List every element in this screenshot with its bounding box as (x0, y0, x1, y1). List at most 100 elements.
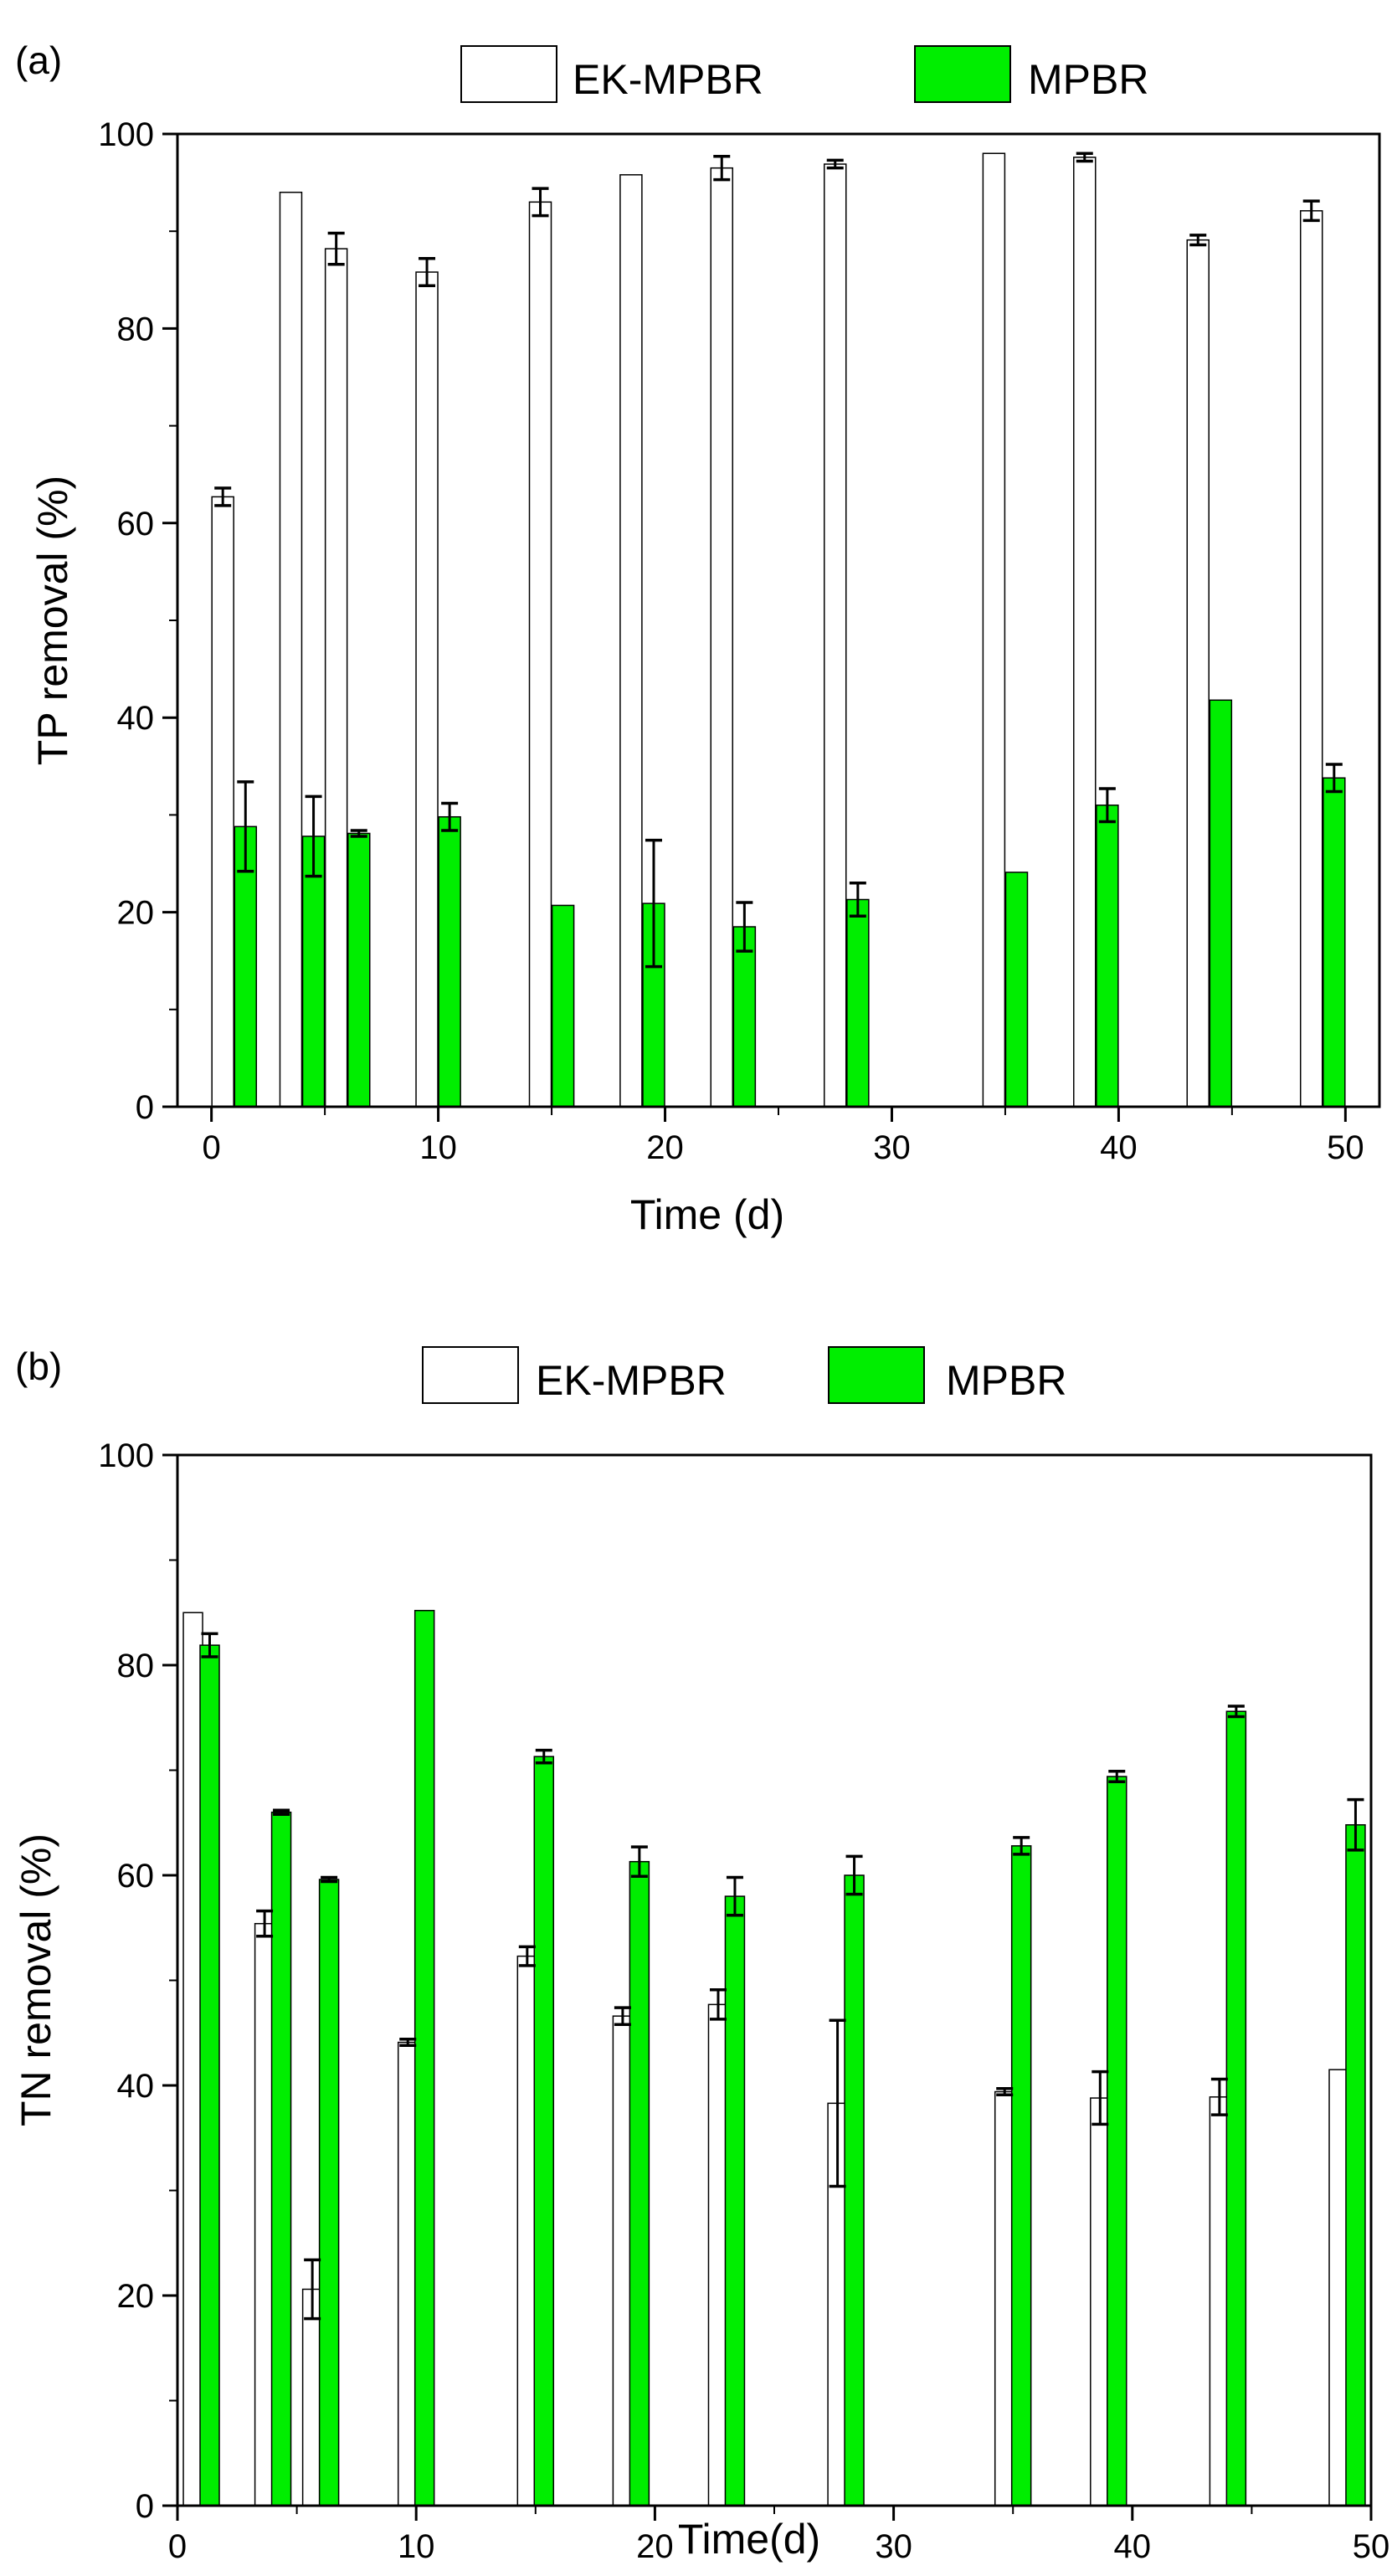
ek-mpbr-bar (324, 248, 348, 1108)
mpbr-bar (1323, 777, 1346, 1108)
mpbr-error-bar (630, 1845, 648, 1879)
ek-mpbr-error-bar (532, 187, 549, 218)
mpbr-bar (1209, 699, 1233, 1108)
ek-mpbr-bar (619, 174, 643, 1108)
mpbr-error-bar (305, 794, 322, 878)
mpbr-bar (1107, 1776, 1127, 2507)
legend-label-ek-mpbr: EK-MPBR (573, 56, 763, 103)
mpbr-error-bar (441, 801, 459, 832)
y-tick-label: 60 (117, 1858, 155, 1895)
ek-mpbr-bar (211, 496, 234, 1108)
mpbr-error-bar (645, 838, 662, 969)
mpbr-bar (551, 904, 575, 1108)
legend-swatch-ek-mpbr (460, 45, 557, 103)
ek-mpbr-bar (415, 271, 439, 1108)
y-tick-label: 20 (117, 2278, 155, 2315)
mpbr-error-bar (201, 1632, 218, 1658)
ek-mpbr-error-bar (829, 2018, 846, 2188)
mpbr-error-bar (1098, 787, 1116, 824)
y-tick-label: 40 (117, 2068, 155, 2105)
mpbr-error-bar (1227, 1704, 1245, 1719)
y-tick-label: 0 (136, 1089, 154, 1126)
ek-mpbr-error-bar (996, 2087, 1014, 2097)
mpbr-error-bar (1013, 1836, 1030, 1856)
y-tick-label: 0 (136, 2488, 154, 2525)
ek-mpbr-bar (823, 163, 847, 1108)
x-tick-label: 40 (1114, 2528, 1152, 2565)
mpbr-bar (1345, 1824, 1366, 2507)
y-axis-title: TN removal (%) (13, 1833, 59, 2126)
ek-mpbr-bar (982, 152, 1006, 1108)
ek-mpbr-error-bar (419, 256, 436, 288)
mpbr-bar (846, 898, 870, 1108)
x-axis-title: Time(d) (678, 2516, 820, 2563)
error-bars (201, 1632, 1364, 2321)
y-tick-label: 80 (117, 311, 155, 347)
panel-label: (b) (15, 1345, 62, 1388)
mpbr-error-bar (350, 829, 367, 838)
mpbr-bar (347, 832, 371, 1108)
mpbr-error-bar (1347, 1797, 1364, 1852)
mpbr-bar (1225, 1710, 1247, 2507)
mpbr-bar (724, 1895, 746, 2507)
x-tick-label: 50 (1327, 1129, 1364, 1166)
ek-mpbr-error-bar (709, 1988, 727, 2021)
mpbr-bar (438, 815, 461, 1108)
ek-mpbr-bar (279, 191, 303, 1108)
x-axis-title: Time (d) (630, 1191, 784, 1238)
ek-mpbr-error-bar (214, 486, 232, 507)
mpbr-bar (533, 1756, 555, 2507)
x-tick-label: 30 (873, 1129, 911, 1166)
ek-mpbr-error-bar (304, 2258, 321, 2321)
y-axis-title: TP removal (%) (29, 476, 76, 765)
y-tick-label: 40 (117, 700, 155, 737)
mpbr-bar (1010, 1845, 1032, 2507)
y-tick-label: 100 (98, 1437, 154, 1474)
mpbr-bar (1096, 805, 1119, 1108)
ek-mpbr-bar (528, 201, 552, 1108)
mpbr-bar (413, 1609, 435, 2507)
x-tick-label: 10 (398, 2528, 435, 2565)
x-tick-label: 0 (203, 1129, 221, 1166)
ek-mpbr-bar (1186, 239, 1210, 1108)
legend-label-mpbr: MPBR (946, 1357, 1066, 1404)
ek-mpbr-bar (710, 167, 734, 1108)
mpbr-error-bar (273, 1808, 290, 1816)
x-tick-label: 40 (1100, 1129, 1138, 1166)
y-tick-label: 60 (117, 506, 155, 542)
ek-mpbr-error-bar (1076, 152, 1093, 163)
panel-b-tn-removal: (b) EK-MPBR MPBR 0 10 20 30 40 50 0 20 40 60 80 100… (13, 1345, 1389, 2565)
ek-mpbr-error-bar (1092, 2070, 1109, 2126)
x-tick-label: 10 (419, 1129, 457, 1166)
x-tick-label: 20 (646, 1129, 684, 1166)
axis-ticks: 0 10 20 30 40 50 0 20 40 60 80 100 (98, 116, 1364, 1166)
x-tick-label: 0 (168, 2528, 187, 2565)
mpbr-bar (1004, 872, 1029, 1108)
ek-mpbr-error-bar (327, 231, 345, 266)
legend-swatch-ek-mpbr (422, 1346, 519, 1404)
mpbr-error-bar (845, 1854, 863, 1896)
ek-mpbr-error-bar (1189, 234, 1207, 247)
y-tick-label: 100 (98, 116, 154, 153)
plot-frame (176, 1453, 1373, 2507)
error-bars (214, 152, 1343, 969)
x-tick-label: 20 (636, 2528, 674, 2565)
ek-mpbr-error-bar (518, 1945, 536, 1967)
panel-label: (a) (15, 39, 62, 82)
ek-mpbr-bar (1073, 157, 1097, 1108)
bars (211, 152, 1346, 1108)
panel-a-tp-removal: (a) EK-MPBR MPBR 0 10 20 30 40 50 0 20 40 60 80 100… (15, 39, 1381, 1238)
ek-mpbr-error-bar (614, 2006, 631, 2026)
legend-swatch-mpbr (914, 45, 1011, 103)
mpbr-error-bar (237, 780, 254, 873)
ek-mpbr-error-bar (713, 154, 731, 182)
mpbr-bar (629, 1860, 650, 2507)
ek-mpbr-error-bar (256, 1909, 274, 1938)
plot-frame (176, 132, 1381, 1108)
mpbr-bar (301, 836, 326, 1108)
axis-ticks: 0 10 20 30 40 50 0 20 40 60 80 100 (98, 1437, 1389, 2565)
mpbr-error-bar (321, 1875, 338, 1884)
ek-mpbr-error-bar (826, 158, 844, 170)
mpbr-error-bar (736, 901, 753, 953)
